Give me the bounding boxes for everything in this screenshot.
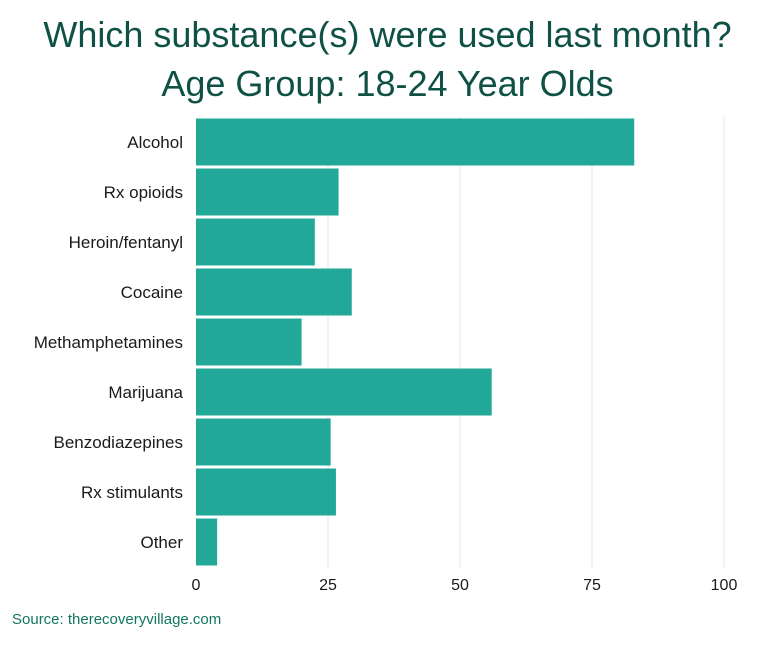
category-label: Rx opioids bbox=[104, 183, 183, 202]
x-tick-label: 0 bbox=[192, 577, 201, 594]
x-tick-label: 50 bbox=[451, 577, 469, 594]
bar-methamphetamines bbox=[196, 318, 302, 366]
category-label: Heroin/fentanyl bbox=[69, 233, 183, 252]
bar-alcohol bbox=[196, 118, 635, 166]
bar-other bbox=[196, 518, 218, 566]
source-note: Source: therecoveryvillage.com bbox=[12, 611, 222, 628]
chart-title: Which substance(s) were used last month? bbox=[43, 14, 732, 55]
category-label: Benzodiazepines bbox=[54, 433, 183, 452]
category-label: Alcohol bbox=[127, 133, 183, 152]
bar-rx-opioids bbox=[196, 168, 339, 216]
bar-chart: Alcohol Rx opioids Heroin/fentanyl Cocaine M… bbox=[34, 117, 738, 594]
x-tick-label: 75 bbox=[583, 577, 601, 594]
category-label: Marijuana bbox=[108, 383, 183, 402]
bar-heroin-fentanyl bbox=[196, 218, 315, 266]
category-label: Rx stimulants bbox=[81, 483, 183, 502]
category-label: Cocaine bbox=[121, 283, 183, 302]
x-tick-label: 25 bbox=[319, 577, 337, 594]
bar-cocaine bbox=[196, 268, 352, 316]
x-tick-label: 100 bbox=[711, 577, 738, 594]
category-label: Methamphetamines bbox=[34, 333, 183, 352]
bar-rx-stimulants bbox=[196, 468, 336, 516]
bar-marijuana bbox=[196, 368, 492, 416]
chart-subtitle: Age Group: 18-24 Year Olds bbox=[161, 63, 614, 104]
bar-benzodiazepines bbox=[196, 418, 331, 466]
category-label: Other bbox=[140, 533, 183, 552]
